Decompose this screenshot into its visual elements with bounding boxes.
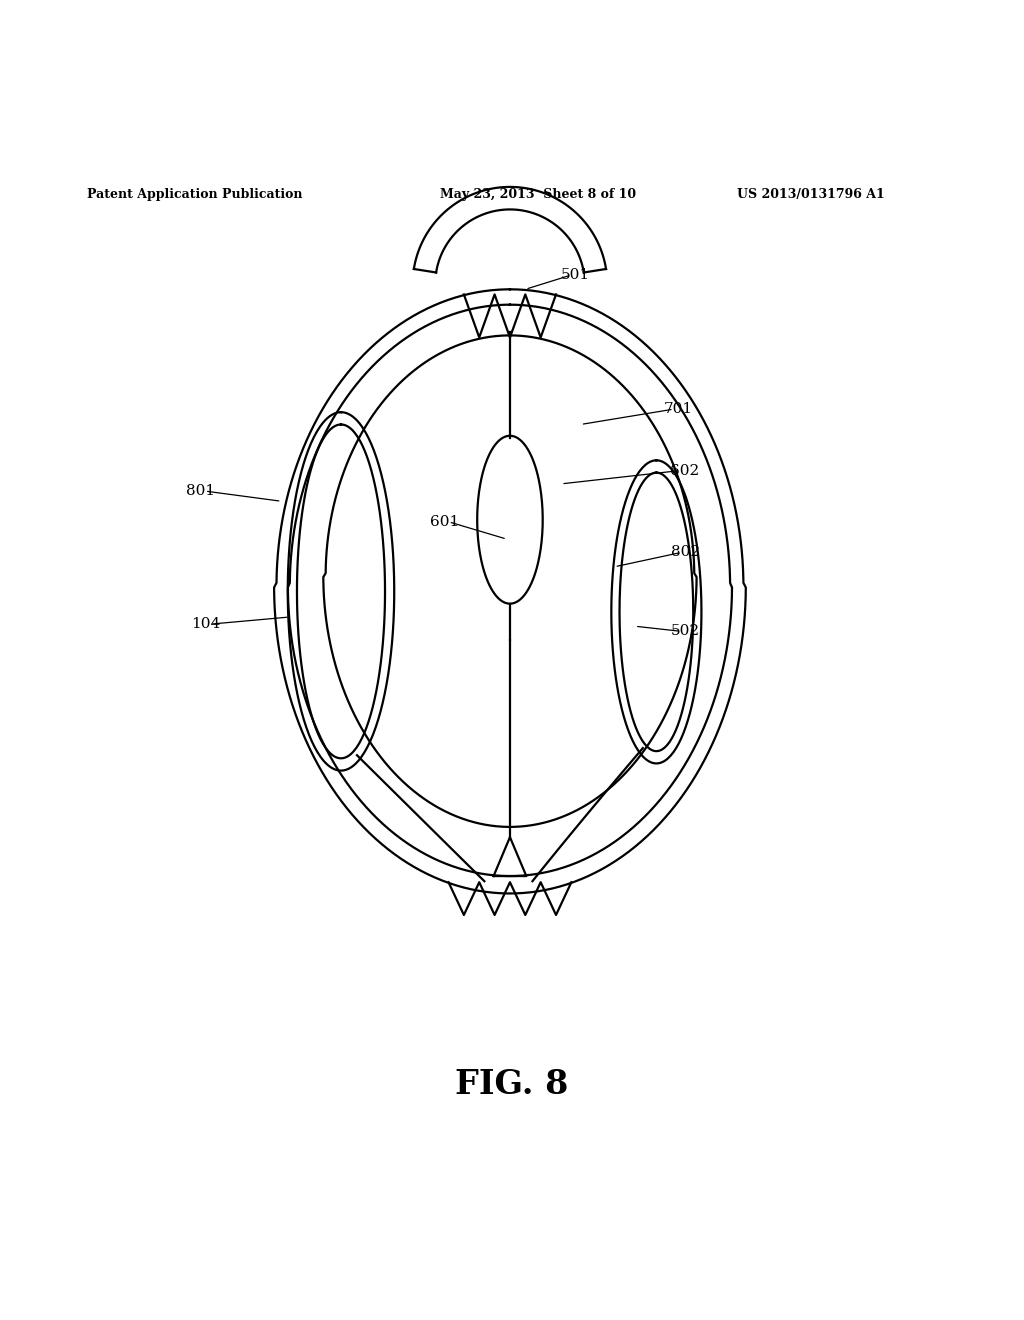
- Text: 601: 601: [429, 515, 459, 529]
- Text: FIG. 8: FIG. 8: [456, 1068, 568, 1101]
- Text: 502: 502: [671, 624, 699, 639]
- Text: 501: 501: [561, 268, 590, 282]
- Text: May 23, 2013  Sheet 8 of 10: May 23, 2013 Sheet 8 of 10: [440, 187, 637, 201]
- Text: 701: 701: [664, 403, 692, 416]
- Text: 602: 602: [670, 463, 699, 478]
- Text: Patent Application Publication: Patent Application Publication: [87, 187, 302, 201]
- Text: 801: 801: [186, 484, 215, 498]
- Text: US 2013/0131796 A1: US 2013/0131796 A1: [737, 187, 885, 201]
- Text: 104: 104: [190, 618, 220, 631]
- Text: 802: 802: [671, 545, 699, 560]
